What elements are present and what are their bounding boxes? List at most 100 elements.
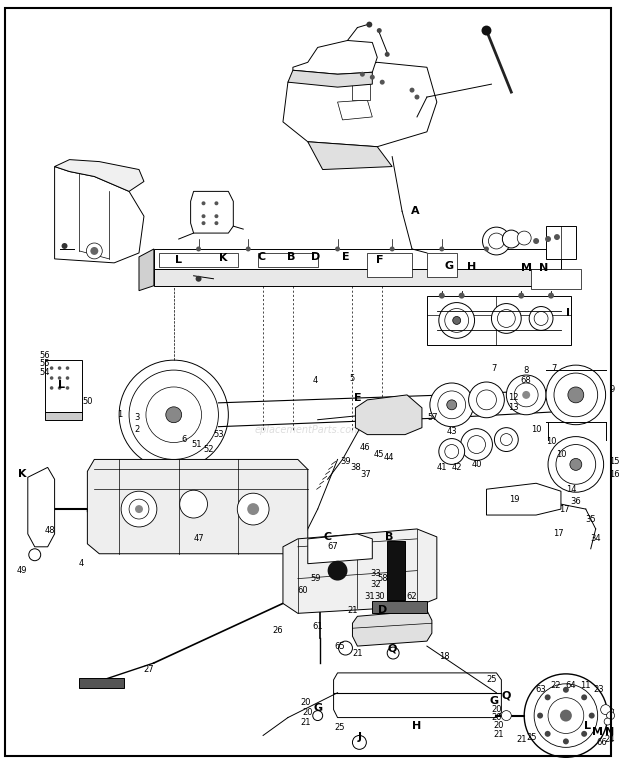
Circle shape xyxy=(58,376,61,380)
Circle shape xyxy=(366,21,372,28)
Text: Q: Q xyxy=(502,691,511,701)
Text: 24: 24 xyxy=(604,735,615,744)
Text: 13: 13 xyxy=(508,403,519,413)
Text: 10: 10 xyxy=(546,437,556,446)
Circle shape xyxy=(246,247,250,251)
Bar xyxy=(367,253,412,277)
Text: 55: 55 xyxy=(40,358,50,367)
Text: 1: 1 xyxy=(117,410,122,419)
Text: 4: 4 xyxy=(313,376,318,384)
Text: 54: 54 xyxy=(40,367,50,377)
Bar xyxy=(159,253,238,267)
Circle shape xyxy=(202,201,205,206)
Polygon shape xyxy=(283,63,437,147)
Text: 10: 10 xyxy=(531,425,541,434)
Text: 21: 21 xyxy=(516,735,526,744)
Circle shape xyxy=(66,366,69,370)
Polygon shape xyxy=(190,191,233,233)
Text: eplacementParts.com: eplacementParts.com xyxy=(254,425,361,435)
Circle shape xyxy=(447,400,457,410)
Circle shape xyxy=(554,234,560,240)
Text: 20: 20 xyxy=(303,708,313,717)
Circle shape xyxy=(545,236,551,242)
Text: 9: 9 xyxy=(609,386,615,394)
Circle shape xyxy=(119,360,228,469)
Text: 52: 52 xyxy=(203,445,214,454)
Circle shape xyxy=(459,293,464,299)
Text: 26: 26 xyxy=(273,626,283,635)
Text: 2: 2 xyxy=(135,425,140,434)
Circle shape xyxy=(606,711,614,720)
Circle shape xyxy=(477,390,497,410)
Circle shape xyxy=(380,79,385,85)
Bar xyxy=(79,678,124,688)
Circle shape xyxy=(502,230,520,248)
Circle shape xyxy=(370,75,374,79)
Text: 25: 25 xyxy=(334,723,345,732)
Text: 17: 17 xyxy=(559,504,569,513)
Circle shape xyxy=(522,391,530,399)
Polygon shape xyxy=(55,160,144,191)
Text: 7: 7 xyxy=(492,364,497,373)
Circle shape xyxy=(563,687,569,693)
Bar xyxy=(372,601,427,613)
Polygon shape xyxy=(337,100,372,120)
Text: 58: 58 xyxy=(377,574,388,583)
Polygon shape xyxy=(139,249,154,290)
Circle shape xyxy=(534,684,598,747)
Bar xyxy=(258,253,317,267)
Circle shape xyxy=(66,376,69,380)
Text: 21: 21 xyxy=(493,730,503,739)
Circle shape xyxy=(461,429,492,461)
Circle shape xyxy=(180,490,208,518)
Circle shape xyxy=(548,293,554,299)
Text: 21: 21 xyxy=(301,718,311,727)
Circle shape xyxy=(554,373,598,416)
Circle shape xyxy=(533,238,539,244)
Circle shape xyxy=(440,247,445,251)
Bar xyxy=(388,541,405,601)
Circle shape xyxy=(507,375,546,415)
Text: 17: 17 xyxy=(552,529,564,539)
Circle shape xyxy=(604,718,611,725)
Circle shape xyxy=(415,95,420,99)
Circle shape xyxy=(502,711,512,720)
Circle shape xyxy=(489,233,504,249)
Text: C: C xyxy=(324,532,332,542)
Circle shape xyxy=(29,549,41,561)
Circle shape xyxy=(129,499,149,519)
Polygon shape xyxy=(355,395,422,435)
Text: H: H xyxy=(467,262,476,272)
Circle shape xyxy=(390,247,395,251)
Circle shape xyxy=(518,293,524,299)
Text: 32: 32 xyxy=(370,580,381,589)
Text: 62: 62 xyxy=(407,592,417,601)
Text: E: E xyxy=(353,393,361,403)
Text: 33: 33 xyxy=(370,569,381,578)
Polygon shape xyxy=(427,296,571,345)
Circle shape xyxy=(385,52,390,57)
Circle shape xyxy=(537,713,543,719)
Text: 65: 65 xyxy=(334,642,345,651)
Circle shape xyxy=(196,247,201,251)
Text: 51: 51 xyxy=(192,440,202,449)
Text: B: B xyxy=(286,252,295,262)
Circle shape xyxy=(215,221,218,225)
Text: 42: 42 xyxy=(451,463,462,472)
Text: 10: 10 xyxy=(556,450,566,459)
Circle shape xyxy=(453,316,461,325)
Circle shape xyxy=(484,247,489,251)
Circle shape xyxy=(439,303,474,338)
Circle shape xyxy=(410,88,415,92)
Circle shape xyxy=(514,383,538,406)
Circle shape xyxy=(215,214,218,219)
Circle shape xyxy=(563,739,569,744)
Text: 27: 27 xyxy=(144,665,154,675)
Text: 21: 21 xyxy=(347,606,358,615)
Polygon shape xyxy=(288,70,372,87)
Text: N: N xyxy=(605,727,614,737)
Text: 20: 20 xyxy=(493,721,503,730)
Text: L: L xyxy=(58,380,65,390)
Polygon shape xyxy=(352,610,432,646)
Text: 30: 30 xyxy=(374,592,384,601)
